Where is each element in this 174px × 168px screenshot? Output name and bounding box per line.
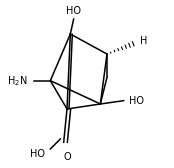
Text: O: O xyxy=(63,152,71,162)
Text: H: H xyxy=(140,36,147,46)
Text: HO: HO xyxy=(30,149,45,159)
Text: HO: HO xyxy=(129,96,144,106)
Text: HO: HO xyxy=(66,6,81,16)
Text: H$_2$N: H$_2$N xyxy=(7,74,27,88)
